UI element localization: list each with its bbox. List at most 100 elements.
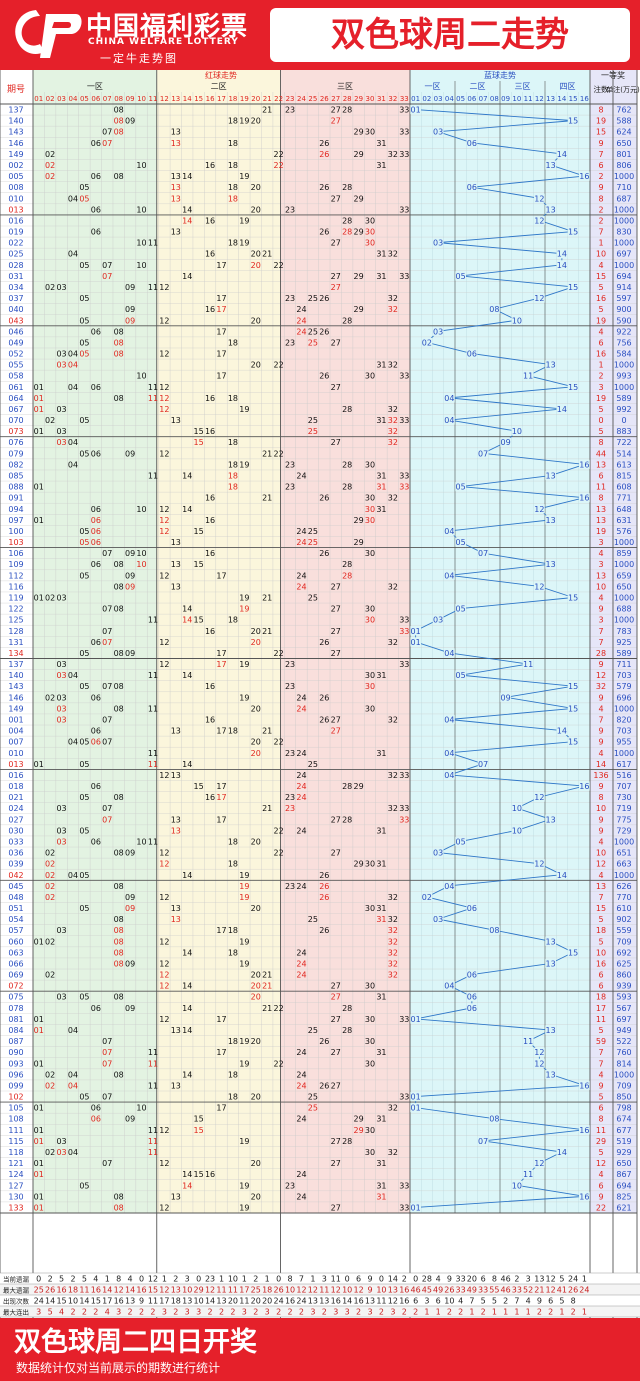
period-number: 091 xyxy=(8,494,23,503)
red-ball-number: 16 xyxy=(205,682,215,691)
prize-amount: 798 xyxy=(616,1104,631,1113)
prize-count: 5 xyxy=(598,937,603,946)
red-ball-number: 20 xyxy=(251,361,261,370)
prize-amount: 589 xyxy=(616,649,631,658)
red-number-header: 25 xyxy=(308,95,317,103)
period-number: 048 xyxy=(8,893,23,902)
prize-amount: 694 xyxy=(616,1181,631,1190)
red-ball-number: 23 xyxy=(285,483,295,492)
red-ball-number: 01 xyxy=(34,760,44,769)
red-ball-number: 17 xyxy=(216,815,226,824)
red-stat-value: 3 xyxy=(367,1308,372,1317)
period-number: 002 xyxy=(8,161,23,170)
blue-number-header: 02 xyxy=(422,95,431,103)
red-ball-number: 08 xyxy=(114,117,124,126)
red-ball-number: 09 xyxy=(125,117,135,126)
red-ball-number: 14 xyxy=(182,1170,192,1179)
red-stat-value: 15 xyxy=(148,1286,158,1295)
prize-count: 4 xyxy=(598,327,603,336)
red-stat-value: 16 xyxy=(331,1297,341,1306)
red-ball-number: 17 xyxy=(216,782,226,791)
red-stat-value: 8 xyxy=(287,1275,292,1284)
blue-ball-number: 06 xyxy=(467,1004,477,1013)
blue-ball-number: 05 xyxy=(456,671,466,680)
statistics-note: 数据统计仅对当前展示的期数进行统计 xyxy=(16,1361,221,1375)
red-stat-value: 29 xyxy=(194,1286,204,1295)
red-ball-number: 18 xyxy=(228,183,238,192)
red-ball-number: 03 xyxy=(56,826,66,835)
red-ball-number: 27 xyxy=(331,1159,341,1168)
red-ball-number: 01 xyxy=(34,1159,44,1168)
table-row: 048 02 09 12 19 26 32 02 7 770 xyxy=(8,892,632,902)
prize-amount: 589 xyxy=(616,394,631,403)
red-ball-number: 07 xyxy=(102,261,112,270)
blue-stat-value: 46 xyxy=(411,1286,421,1295)
period-number: 022 xyxy=(8,239,23,248)
red-ball-number: 32 xyxy=(388,937,398,946)
red-ball-number: 27 xyxy=(331,982,341,991)
red-ball-number: 01 xyxy=(34,1203,44,1212)
red-ball-number: 10 xyxy=(136,549,146,558)
prize-amount: 576 xyxy=(616,527,631,536)
table-row: 075 03 05 08 20 27 31 06 18 593 xyxy=(8,992,632,1002)
period-number: 070 xyxy=(8,416,23,425)
prize-count: 7 xyxy=(598,1048,603,1057)
prize-count: 18 xyxy=(596,926,606,935)
red-ball-number: 08 xyxy=(114,649,124,658)
red-ball-number: 06 xyxy=(91,1115,101,1124)
red-ball-number: 26 xyxy=(319,139,329,148)
red-stat-value: 5 xyxy=(82,1275,87,1284)
table-row: 028 05 07 10 17 20 22 14 4 1000 xyxy=(8,260,634,270)
blue-ball-number: 01 xyxy=(411,1104,421,1113)
table-row: 102 05 07 18 20 25 33 01 5 850 xyxy=(8,1092,632,1102)
red-ball-number: 32 xyxy=(388,959,398,968)
red-ball-number: 21 xyxy=(262,727,272,736)
blue-ball-number: 04 xyxy=(444,982,454,991)
red-stat-value: 16 xyxy=(285,1297,295,1306)
prize-amount: 762 xyxy=(616,106,631,115)
red-ball-number: 19 xyxy=(239,405,249,414)
red-ball-number: 28 xyxy=(342,1026,352,1035)
red-ball-number: 32 xyxy=(388,926,398,935)
red-ball-number: 08 xyxy=(114,959,124,968)
red-stat-value: 17 xyxy=(239,1286,249,1295)
blue-ball-backdrop xyxy=(455,836,467,847)
period-number: 111 xyxy=(8,1126,23,1135)
red-ball-number: 16 xyxy=(205,627,215,636)
prize-amount: 617 xyxy=(616,760,631,769)
red-number-header: 18 xyxy=(228,95,237,103)
prize-amount: 1000 xyxy=(614,749,634,758)
blue-ball-number: 01 xyxy=(411,627,421,636)
prize-amount: 929 xyxy=(616,1148,631,1157)
red-ball-number: 05 xyxy=(79,416,89,425)
red-ball-number: 18 xyxy=(228,1070,238,1079)
table-row: 010 04 05 13 18 27 29 12 8 687 xyxy=(8,193,632,203)
prize-count: 5 xyxy=(598,405,603,414)
table-row: 076 03 04 15 18 27 32 09 8 722 xyxy=(8,437,632,447)
blue-trend-line xyxy=(415,109,585,1208)
blue-ball-backdrop xyxy=(578,781,590,791)
prize-amount: 722 xyxy=(616,438,631,447)
table-row: 127 05 14 19 23 31 33 10 6 694 xyxy=(8,1180,632,1190)
red-ball-number: 07 xyxy=(102,638,112,647)
red-stat-value: 12 xyxy=(114,1286,124,1295)
blue-stat-value: 2 xyxy=(458,1308,463,1317)
red-stat-value: 2 xyxy=(139,1308,144,1317)
prize-amount: 867 xyxy=(616,1170,631,1179)
period-number: 088 xyxy=(8,483,23,492)
red-ball-number: 12 xyxy=(159,350,169,359)
prize-amount: 1000 xyxy=(614,871,634,880)
blue-ball-number: 16 xyxy=(579,460,589,469)
blue-ball-backdrop xyxy=(421,892,433,902)
red-ball-number: 24 xyxy=(296,1070,306,1079)
red-ball-number: 18 xyxy=(228,483,238,492)
red-ball-number: 20 xyxy=(251,1037,261,1046)
blue-ball-number: 03 xyxy=(433,616,443,625)
prize-amount: 650 xyxy=(616,582,631,591)
red-stat-value: 1 xyxy=(242,1275,247,1284)
red-ball-number: 27 xyxy=(331,815,341,824)
red-ball-number: 12 xyxy=(159,638,169,647)
prize-amount: 516 xyxy=(616,771,631,780)
period-number: 072 xyxy=(8,982,23,991)
red-ball-number: 24 xyxy=(296,305,306,314)
